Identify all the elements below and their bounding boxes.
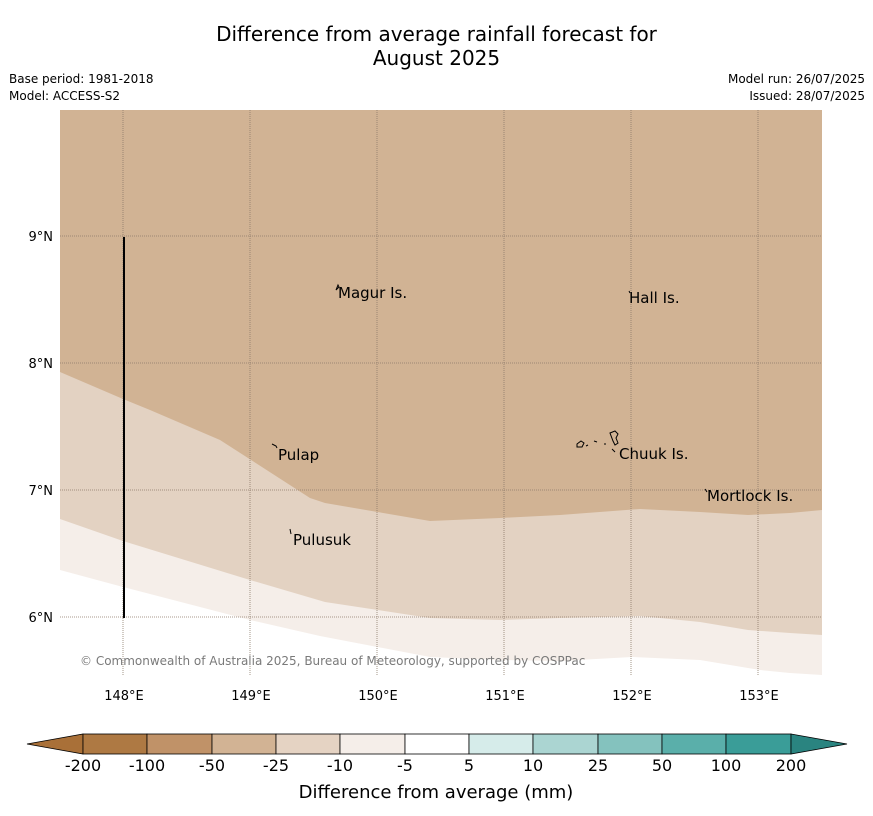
colorbar-segment (661, 733, 727, 755)
colorbar-segment (211, 733, 277, 755)
colorbar-tick-label: 5 (464, 756, 474, 775)
colorbar-segment (82, 733, 148, 755)
colorbar-tick-label: -5 (397, 756, 413, 775)
chuuk-island-shapes (576, 430, 619, 453)
model-name: Model: ACCESS-S2 (9, 89, 121, 103)
place-label: Magur Is. (338, 284, 407, 302)
colorbar-segment (468, 733, 534, 755)
base-period: Base period: 1981-2018 (9, 72, 154, 86)
map-title-line2: August 2025 (372, 46, 501, 70)
place-label: Chuuk Is. (619, 445, 688, 463)
band-minus-25-to-minus-50 (60, 110, 822, 521)
colorbar-segment (404, 733, 470, 755)
lon-tick-label: 149°E (231, 689, 271, 704)
colorbar-labels: -200 -100 -50 -25 -10 -5 5 10 25 50 100 … (65, 756, 806, 775)
colorbar-segment (532, 733, 599, 755)
copyright-credit: © Commonwealth of Australia 2025, Bureau… (80, 654, 585, 668)
place-label: Mortlock Is. (707, 487, 793, 505)
pulusuk-island-shape (289, 528, 292, 535)
graticule (60, 110, 822, 675)
colorbar-segment (597, 733, 663, 755)
lon-tick-label: 150°E (358, 689, 398, 704)
colorbar (26, 733, 848, 755)
colorbar-tick-label: -10 (327, 756, 353, 775)
lon-tick-label: 152°E (612, 689, 652, 704)
colorbar-segment (146, 733, 213, 755)
model-run-date: Model run: 26/07/2025 (727, 72, 865, 86)
colorbar-tick-label: -50 (199, 756, 225, 775)
lat-tick-label: 8°N (29, 357, 54, 372)
lat-tick-label: 6°N (29, 611, 54, 626)
lat-axis: 9°N 8°N 7°N 6°N (29, 230, 54, 626)
colorbar-tick-label: 25 (588, 756, 608, 775)
colorbar-tick-label: -200 (65, 756, 101, 775)
place-label: Pulap (278, 446, 319, 464)
colorbar-tick-label: -100 (129, 756, 165, 775)
forecast-map: Magur Is. Hall Is. Pulap Chuuk Is. Mortl… (60, 110, 822, 675)
place-label: Hall Is. (629, 289, 680, 307)
magur-island-shape (335, 283, 340, 291)
place-label: Pulusuk (293, 531, 351, 549)
lon-tick-label: 153°E (739, 689, 779, 704)
lon-tick-label: 151°E (485, 689, 525, 704)
issued-date: Issued: 28/07/2025 (749, 89, 865, 103)
colorbar-segment (725, 733, 792, 755)
lon-tick-label: 148°E (104, 689, 144, 704)
colorbar-extend-high (790, 733, 848, 755)
lat-tick-label: 9°N (29, 230, 54, 245)
lon-axis: 148°E 149°E 150°E 151°E 152°E 153°E (104, 689, 779, 704)
map-title-line1: Difference from average rainfall forecas… (216, 22, 657, 46)
colorbar-title: Difference from average (mm) (299, 782, 574, 803)
hall-island-shape (628, 290, 631, 294)
colorbar-tick-label: 10 (523, 756, 543, 775)
colorbar-extend-low (26, 733, 84, 755)
colorbar-tick-label: 200 (776, 756, 807, 775)
colorbar-tick-label: 100 (711, 756, 742, 775)
meta-right: Model run: 26/07/2025 Issued: 28/07/2025 (728, 71, 865, 105)
pulap-island-shape (271, 443, 278, 449)
meta-left: Base period: 1981-2018 Model: ACCESS-S2 (9, 71, 154, 105)
colorbar-segment (339, 733, 406, 755)
lat-tick-label: 7°N (29, 484, 54, 499)
mortlock-island-shape (704, 488, 708, 493)
colorbar-segment (275, 733, 341, 755)
colorbar-tick-label: -25 (263, 756, 289, 775)
colorbar-tick-label: 50 (652, 756, 672, 775)
